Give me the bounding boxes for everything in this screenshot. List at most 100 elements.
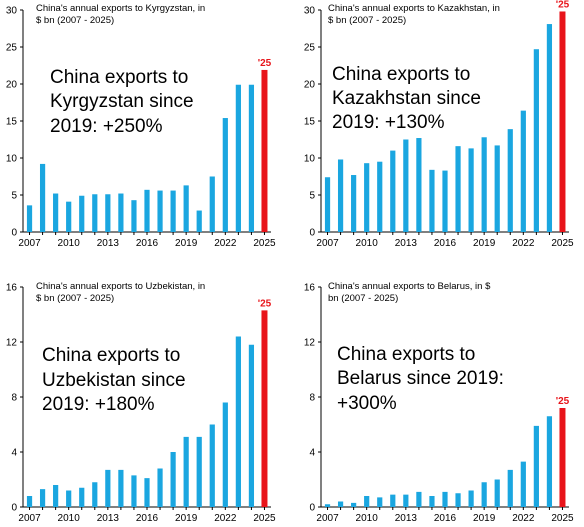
chart-title-line-2: $ bn (2007 - 2025) [36, 15, 114, 26]
x-tick-label: 2022 [214, 238, 237, 249]
bar [455, 146, 461, 232]
chart-title-line-1: China's annual exports to Kazakhstan, in [328, 3, 500, 14]
bar [144, 478, 150, 508]
x-tick-label: 2007 [18, 238, 41, 249]
bar-highlight [559, 11, 566, 233]
bar [468, 148, 474, 232]
x-tick-label: 2007 [18, 513, 41, 524]
bar [170, 452, 176, 507]
chart-panel-uzbekistan: China's annual exports to Uzbekistan, in… [6, 281, 276, 524]
bar [416, 491, 422, 508]
bar [235, 336, 241, 507]
y-tick-label: 16 [304, 283, 316, 294]
bar [26, 496, 33, 507]
chart-title-line-1: China's annual exports to Uzbekistan, in [36, 281, 205, 292]
x-tick-label: 2016 [136, 238, 159, 249]
bar [209, 176, 215, 232]
bar [442, 491, 448, 508]
bar [468, 490, 474, 507]
x-tick-label: 2016 [434, 238, 457, 249]
bar [377, 161, 383, 232]
x-tick-label: 2013 [97, 238, 120, 249]
bar [533, 425, 539, 508]
bar [118, 469, 124, 508]
plot-area: 0 4 8 12 16 2007 2010 2013 2016 2019 2022 2025 '25 [304, 283, 574, 525]
x-tick-label: 2010 [356, 513, 379, 524]
bar [53, 485, 59, 507]
bar [39, 163, 46, 232]
bar [39, 489, 46, 508]
highlight-label: '25 [258, 58, 272, 69]
plot-area: 0 4 8 12 16 2007 2010 2013 2016 2019 2022 2025 '25 [6, 283, 276, 525]
bar [507, 469, 513, 508]
y-tick-label: 10 [304, 154, 316, 165]
bar [196, 436, 202, 508]
x-tick-label: 2013 [395, 238, 418, 249]
bar [416, 138, 422, 232]
chart-title-line-2: $ bn (2007 - 2025) [36, 293, 114, 304]
bar [105, 194, 111, 232]
bar [170, 190, 176, 232]
bar [131, 200, 137, 232]
bar [131, 475, 137, 508]
x-tick-label: 2007 [316, 238, 339, 249]
x-tick-label: 2019 [473, 238, 496, 249]
y-tick-label: 5 [11, 191, 17, 202]
bar [324, 504, 331, 507]
y-tick-label: 8 [309, 393, 315, 404]
bar [520, 461, 526, 508]
bar [222, 118, 228, 232]
annotation-line-3: 2019: +130% [332, 112, 445, 133]
annotation-line-2: Belarus since 2019: [337, 368, 504, 389]
bar-highlight [261, 310, 268, 508]
bar [92, 194, 98, 232]
bar [157, 190, 163, 232]
y-tick-label: 5 [309, 191, 315, 202]
annotation-line-3: 2019: +250% [50, 116, 163, 137]
bar [481, 137, 487, 232]
x-tick-label: 2025 [551, 513, 574, 524]
y-tick-label: 25 [6, 43, 18, 54]
bar [494, 479, 500, 507]
x-tick-label: 2016 [434, 513, 457, 524]
y-tick-label: 25 [304, 43, 316, 54]
bar [248, 344, 255, 507]
bar [442, 170, 448, 232]
bar [183, 185, 189, 232]
bar [546, 416, 553, 507]
x-tick-label: 2022 [512, 238, 535, 249]
bar [183, 436, 189, 508]
chart-title-line-2: bn (2007 - 2025) [328, 293, 398, 304]
bar [26, 205, 33, 232]
bar [390, 150, 396, 232]
bar [533, 49, 539, 232]
bar [390, 494, 396, 508]
y-tick-label: 15 [6, 117, 18, 128]
y-tick-label: 0 [11, 228, 17, 239]
y-tick-label: 20 [6, 80, 18, 91]
bar [351, 502, 357, 508]
y-tick-label: 12 [6, 338, 18, 349]
x-tick-label: 2019 [473, 513, 496, 524]
bar-highlight [559, 408, 566, 507]
bar [144, 189, 150, 232]
annotation-line-2: Kazakhstan since [332, 88, 481, 109]
chart-title-line-1: China's annual exports to Belarus, in $ [328, 281, 491, 292]
bar [546, 24, 553, 233]
x-tick-label: 2025 [253, 238, 276, 249]
x-tick-label: 2007 [316, 513, 339, 524]
bar [157, 468, 163, 507]
bar [66, 490, 72, 507]
x-tick-label: 2019 [175, 513, 198, 524]
bar [209, 424, 215, 507]
x-tick-label: 2022 [512, 513, 535, 524]
bar [53, 193, 59, 232]
y-tick-label: 4 [309, 448, 315, 459]
chart-panel-kazakhstan: China's annual exports to Kazakhstan, in… [304, 0, 574, 249]
annotation-line-2: Uzbekistan since [42, 370, 186, 391]
bar [337, 159, 344, 232]
bar [403, 139, 409, 232]
bar [364, 496, 370, 507]
x-tick-label: 2010 [356, 238, 379, 249]
